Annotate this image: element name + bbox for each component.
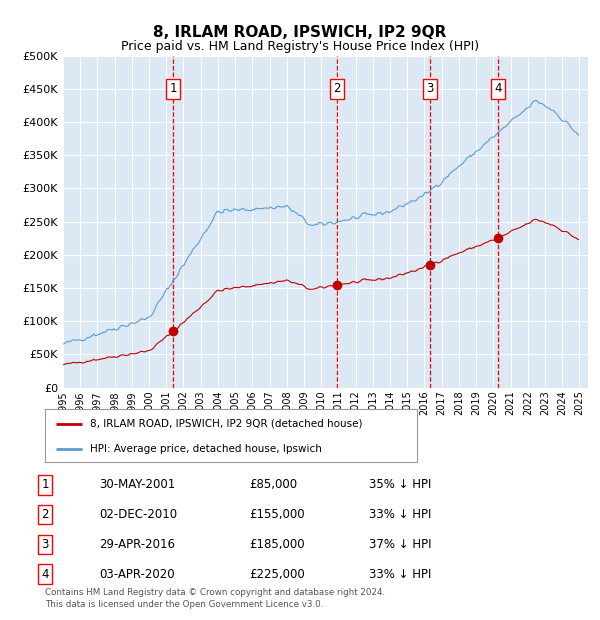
Text: £225,000: £225,000 bbox=[249, 568, 305, 580]
Text: 03-APR-2020: 03-APR-2020 bbox=[99, 568, 175, 580]
Text: Price paid vs. HM Land Registry's House Price Index (HPI): Price paid vs. HM Land Registry's House … bbox=[121, 40, 479, 53]
Text: 37% ↓ HPI: 37% ↓ HPI bbox=[369, 538, 431, 551]
Text: 1: 1 bbox=[41, 479, 49, 491]
Text: 3: 3 bbox=[41, 538, 49, 551]
Text: 29-APR-2016: 29-APR-2016 bbox=[99, 538, 175, 551]
Text: 35% ↓ HPI: 35% ↓ HPI bbox=[369, 479, 431, 491]
Text: £185,000: £185,000 bbox=[249, 538, 305, 551]
Text: Contains HM Land Registry data © Crown copyright and database right 2024.
This d: Contains HM Land Registry data © Crown c… bbox=[45, 588, 385, 609]
Text: 2: 2 bbox=[333, 82, 341, 95]
Text: 4: 4 bbox=[41, 568, 49, 580]
Text: 1: 1 bbox=[170, 82, 177, 95]
Text: 02-DEC-2010: 02-DEC-2010 bbox=[99, 508, 177, 521]
Text: HPI: Average price, detached house, Ipswich: HPI: Average price, detached house, Ipsw… bbox=[89, 444, 322, 454]
Text: £155,000: £155,000 bbox=[249, 508, 305, 521]
Text: 8, IRLAM ROAD, IPSWICH, IP2 9QR: 8, IRLAM ROAD, IPSWICH, IP2 9QR bbox=[154, 25, 446, 40]
Text: 30-MAY-2001: 30-MAY-2001 bbox=[99, 479, 175, 491]
Text: 33% ↓ HPI: 33% ↓ HPI bbox=[369, 508, 431, 521]
Text: £85,000: £85,000 bbox=[249, 479, 297, 491]
Text: 8, IRLAM ROAD, IPSWICH, IP2 9QR (detached house): 8, IRLAM ROAD, IPSWICH, IP2 9QR (detache… bbox=[89, 419, 362, 429]
Text: 2: 2 bbox=[41, 508, 49, 521]
Text: 3: 3 bbox=[427, 82, 434, 95]
Text: 33% ↓ HPI: 33% ↓ HPI bbox=[369, 568, 431, 580]
Text: 4: 4 bbox=[494, 82, 502, 95]
